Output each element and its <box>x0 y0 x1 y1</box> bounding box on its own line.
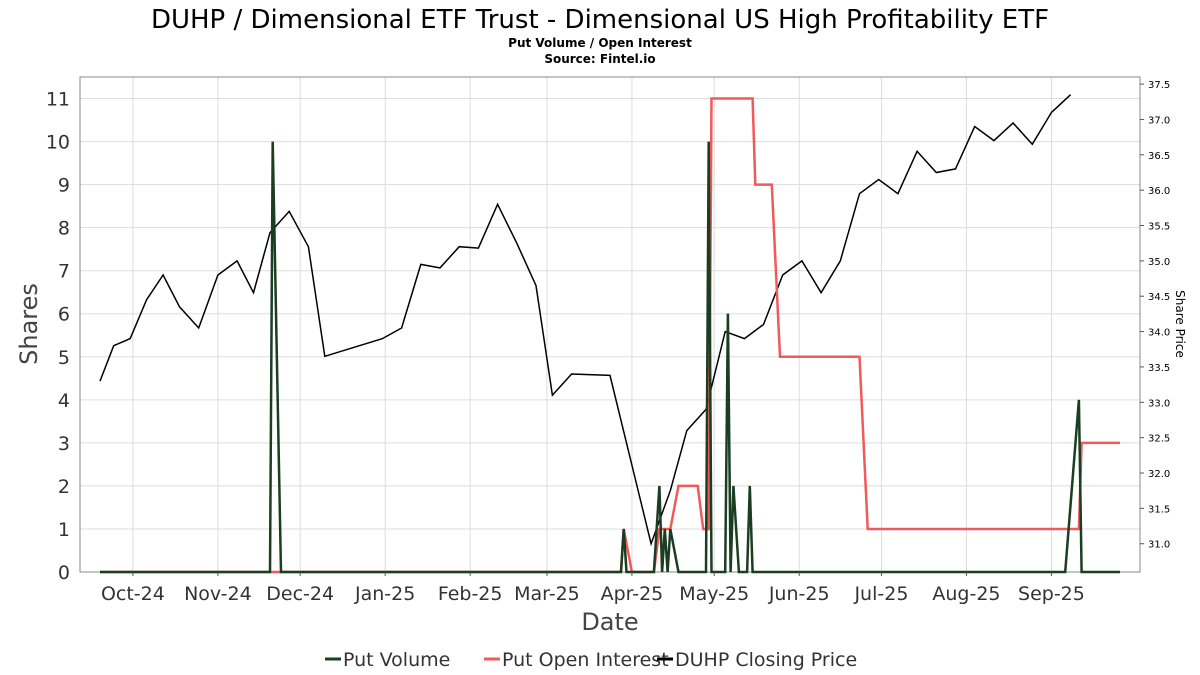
y2-tick-label: 32.5 <box>1148 434 1170 445</box>
legend-label: DUHP Closing Price <box>675 649 857 671</box>
x-tick-label: Jun-25 <box>768 583 830 605</box>
x-tick-label: Dec-24 <box>266 583 334 605</box>
x-tick-label: Sep-25 <box>1018 583 1085 605</box>
y-tick-label: 7 <box>58 261 70 283</box>
legend-closing-price: DUHP Closing Price <box>657 649 857 671</box>
x-axis-title: Date <box>581 608 638 636</box>
y-tick-label: 4 <box>58 390 70 412</box>
y2-tick-label: 32.0 <box>1148 469 1170 480</box>
legend: Put Volume Put Open Interest DUHP Closing … <box>325 649 857 671</box>
y-tick-label: 6 <box>58 304 70 326</box>
y-tick-label: 8 <box>58 218 70 240</box>
y2-tick-label: 34.0 <box>1148 328 1170 339</box>
y-tick-label: 0 <box>58 562 70 584</box>
y2-tick-label: 34.5 <box>1148 292 1170 303</box>
plot-area <box>79 76 1141 573</box>
x-tick-label: Apr-25 <box>601 583 664 605</box>
y-tick-label: 1 <box>58 519 70 541</box>
x-tick-label: Aug-25 <box>932 583 1000 605</box>
y-tick-label: 5 <box>58 347 70 369</box>
y2-tick-label: 35.0 <box>1148 257 1170 268</box>
y2-tick-label: 37.0 <box>1148 115 1170 126</box>
y-tick-label: 10 <box>46 132 70 154</box>
y2-tick-label: 36.5 <box>1148 151 1170 162</box>
legend-label: Put Volume <box>343 649 450 671</box>
x-tick-label: Oct-24 <box>101 583 165 605</box>
x-tick-label: Mar-25 <box>514 583 580 605</box>
y2-tick-label: 36.0 <box>1148 186 1170 197</box>
put-volume-line <box>100 141 1120 574</box>
x-tick-label: May-25 <box>679 583 749 605</box>
chart-source: Source: Fintel.io <box>544 52 655 66</box>
chart-subtitle: Put Volume / Open Interest <box>508 36 692 50</box>
y2-axis-title: Share Price <box>1173 290 1187 358</box>
put-open-interest-line <box>100 97 1120 574</box>
y-tick-label: 9 <box>58 175 70 197</box>
grid-layer <box>80 77 1140 573</box>
x-tick-label: Jul-25 <box>853 583 908 605</box>
y2-tick-label: 33.5 <box>1148 363 1170 374</box>
y2-tick-label: 31.5 <box>1148 504 1170 515</box>
closing-price-line <box>99 94 1072 547</box>
y-tick-label: 3 <box>58 433 70 455</box>
y2-tick-label: 31.0 <box>1148 540 1170 551</box>
legend-put-volume: Put Volume <box>325 649 450 671</box>
x-tick-label: Feb-25 <box>438 583 503 605</box>
legend-label: Put Open Interest <box>502 649 669 671</box>
y2-tick-label: 37.5 <box>1148 80 1170 91</box>
y-axis-title: Shares <box>15 283 43 365</box>
x-tick-label: Nov-24 <box>184 583 252 605</box>
series-layer <box>99 94 1120 574</box>
x-tick-label: Jan-25 <box>354 583 415 605</box>
y2-tick-label: 35.5 <box>1148 222 1170 233</box>
chart-title: DUHP / Dimensional ETF Trust - Dimension… <box>151 5 1049 35</box>
legend-put-open-interest: Put Open Interest <box>484 649 669 671</box>
y2-tick-label: 33.0 <box>1148 398 1170 409</box>
y-tick-label: 2 <box>58 476 70 498</box>
axis-layer: 0 1 2 3 4 5 6 7 8 9 10 11 31.0 31.5 32.0 32.5 33.0 33.5 34… <box>46 80 1170 605</box>
y-tick-label: 11 <box>46 89 70 111</box>
